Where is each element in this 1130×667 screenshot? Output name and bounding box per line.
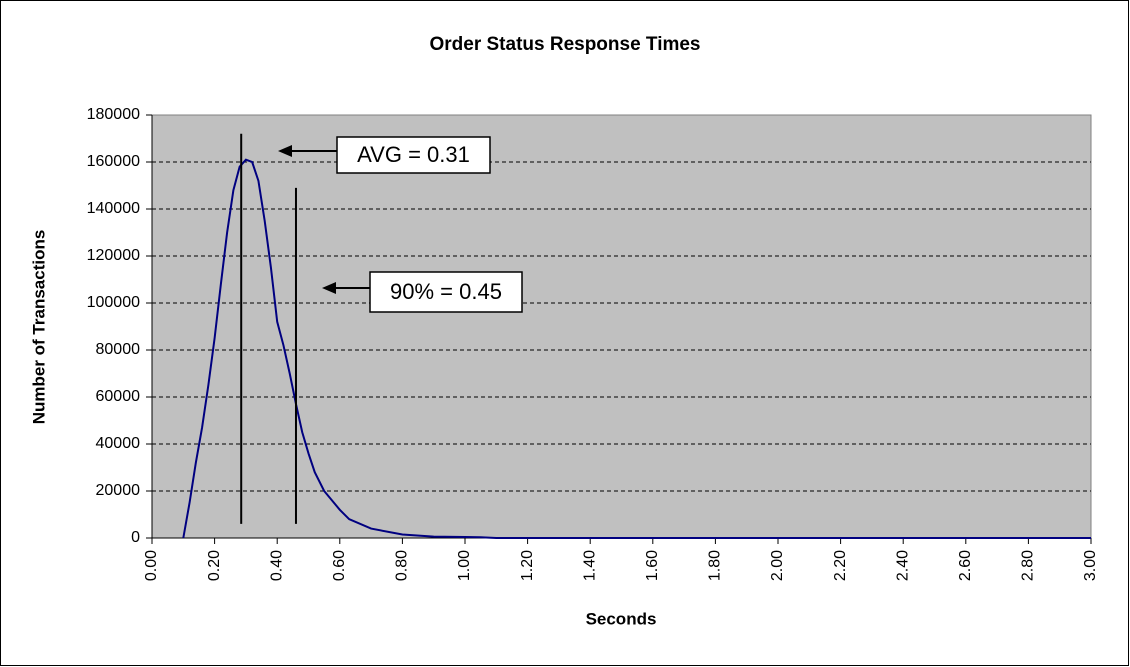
y-tick-label: 80000: [96, 341, 141, 358]
x-tick-label: 1.00: [456, 550, 473, 581]
y-tick-label: 160000: [87, 153, 140, 170]
x-tick-label: 0.20: [206, 550, 223, 581]
y-tick-label: 100000: [87, 294, 140, 311]
y-tick-label: 120000: [87, 247, 140, 264]
annotation-label: 90% = 0.45: [390, 279, 502, 304]
y-tick-label: 20000: [96, 482, 141, 499]
y-tick-label: 180000: [87, 106, 140, 123]
y-tick-label: 140000: [87, 200, 140, 217]
x-axis-label: Seconds: [586, 609, 657, 628]
y-tick-label: 40000: [96, 435, 141, 452]
y-tick-label: 0: [131, 529, 140, 546]
data-line: [182, 158, 1091, 539]
x-tick-label: 1.40: [581, 550, 598, 581]
x-tick-label: 1.80: [707, 550, 724, 581]
y-tick-label: 60000: [96, 388, 141, 405]
x-tick-label: 1.20: [519, 550, 536, 581]
x-tick-label: 0.60: [331, 550, 348, 581]
y-axis-label: Number of Transactions: [29, 230, 48, 425]
x-tick-label: 0.40: [268, 550, 285, 581]
annotation-box: [336, 136, 491, 174]
x-tick-label: 2.80: [1020, 550, 1037, 581]
x-tick-label: 2.00: [769, 550, 786, 581]
annotation-box: [369, 271, 523, 313]
x-tick-label: 0.00: [143, 550, 160, 581]
annotation-label: AVG = 0.31: [357, 142, 470, 167]
arrow-head: [278, 145, 292, 157]
x-tick-label: 0.80: [394, 550, 411, 581]
plot-area: [151, 114, 1092, 539]
arrow-head: [322, 282, 336, 294]
chart-title: Order Status Response Times: [429, 34, 700, 55]
x-tick-label: 3.00: [1082, 550, 1099, 581]
x-tick-label: 2.20: [832, 550, 849, 581]
x-tick-label: 2.60: [957, 550, 974, 581]
x-tick-label: 2.40: [894, 550, 911, 581]
x-tick-label: 1.60: [644, 550, 661, 581]
